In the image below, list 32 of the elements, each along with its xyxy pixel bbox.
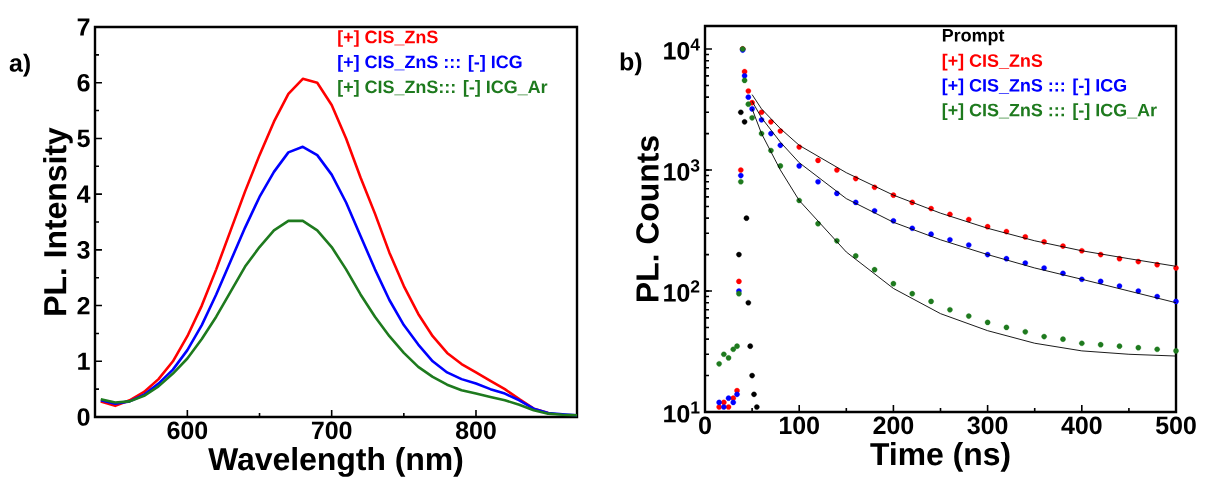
x-tick-label: 200 <box>873 416 914 435</box>
y-tick-label: 7 <box>77 18 90 36</box>
y-axis-title: PL. Intensity <box>43 127 73 315</box>
y-tick-label: 10$^{3}$ <box>664 159 700 181</box>
y-tick-label: 4 <box>77 185 91 203</box>
text: Prompt <box>942 29 1005 46</box>
text: [+] CIS_ZnS ::: [-] ICG <box>942 78 1127 96</box>
y-tick-label: 10$^{4}$ <box>664 38 700 60</box>
y-tick-label: 10$^{2}$ <box>664 280 700 302</box>
y-tick-label: 3 <box>77 241 90 259</box>
x-tick-label: 700 <box>311 421 352 440</box>
y-tick-label: 5 <box>77 129 90 148</box>
text: b) <box>620 52 642 76</box>
text: [+] CIS_ZnS::: [-] ICG_Ar <box>338 80 548 97</box>
y-axis-title: PL. Counts <box>636 136 659 301</box>
text: [+] CIS_ZnS ::: [-] ICG_Ar <box>942 103 1157 120</box>
x-axis-title: Time (ns) <box>870 442 1010 472</box>
x-tick-label: 600 <box>167 421 208 440</box>
x-tick-label: 400 <box>1061 416 1102 435</box>
text: [+] CIS_ZnS <box>942 53 1043 71</box>
x-tick-label: 800 <box>456 421 496 440</box>
text: a) <box>9 53 30 77</box>
text: [+] CIS_ZnS <box>338 30 438 47</box>
x-tick-label: 500 <box>1156 416 1196 435</box>
x-tick-label: 300 <box>967 416 1008 435</box>
y-tick-label: 10$^{1}$ <box>664 401 700 423</box>
y-tick-label: 1 <box>78 352 90 370</box>
y-tick-label: 6 <box>77 73 90 92</box>
x-axis-title: Wavelength (nm) <box>208 446 463 477</box>
text: [+] CIS_ZnS ::: [-] ICG <box>338 55 522 72</box>
y-tick-label: 2 <box>77 296 90 315</box>
x-tick-label: 100 <box>779 416 819 435</box>
